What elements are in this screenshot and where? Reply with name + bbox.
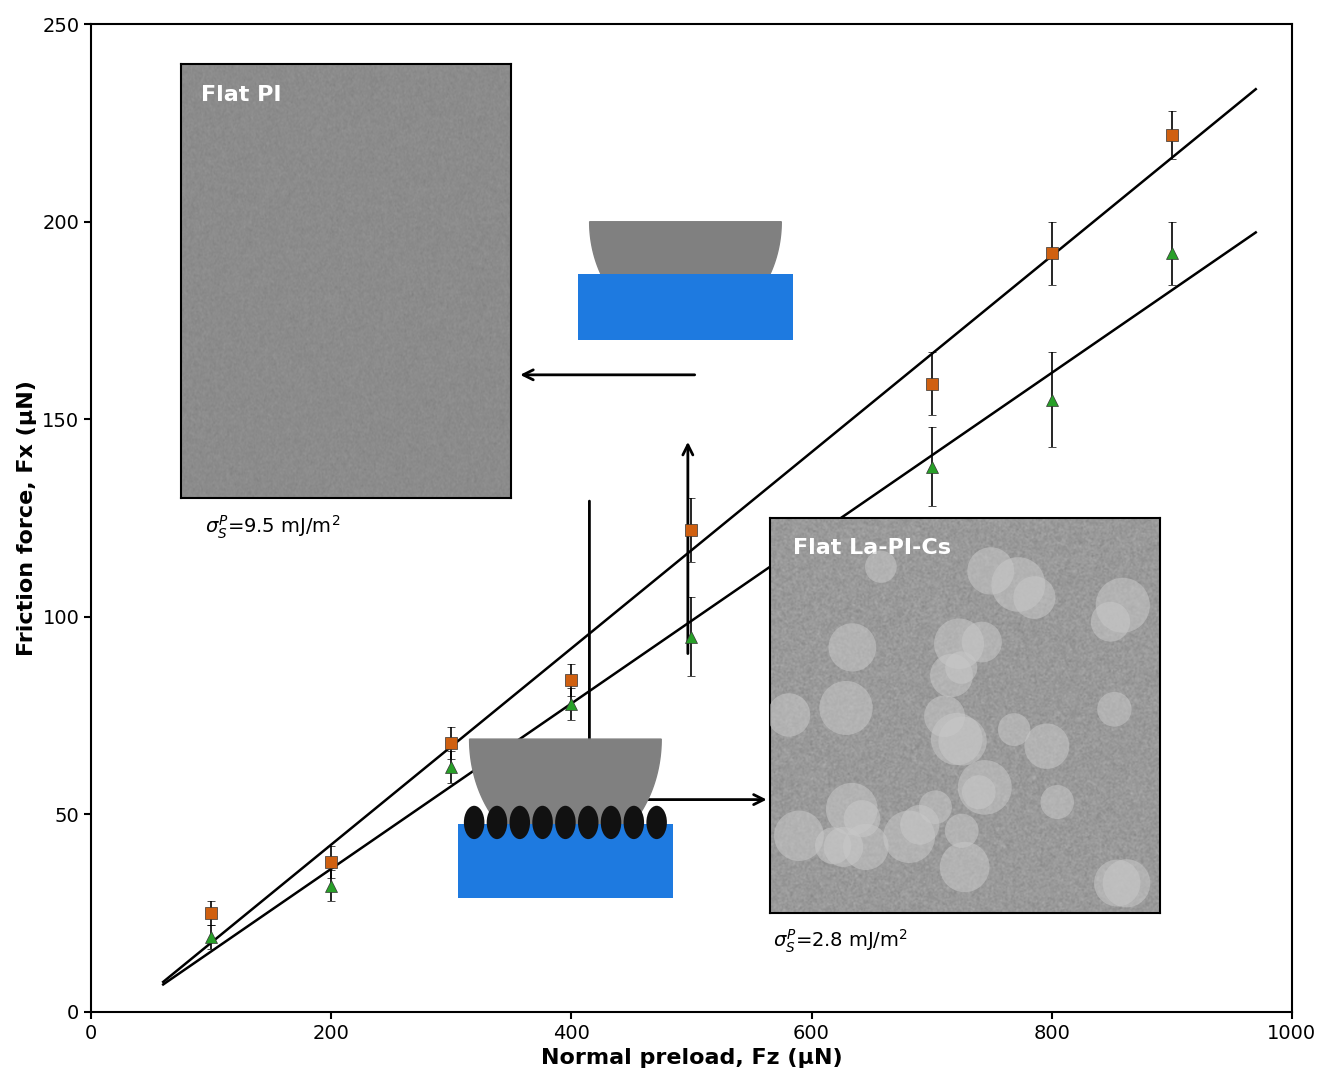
Text: $\sigma_S^P$=2.8 mJ/m$^2$: $\sigma_S^P$=2.8 mJ/m$^2$ (773, 928, 908, 956)
Y-axis label: Friction force, Fx (μN): Friction force, Fx (μN) (17, 380, 37, 656)
Text: $\sigma_S^P$=9.5 mJ/m$^2$: $\sigma_S^P$=9.5 mJ/m$^2$ (205, 513, 340, 540)
X-axis label: Normal preload, Fz (μN): Normal preload, Fz (μN) (541, 1048, 842, 1069)
